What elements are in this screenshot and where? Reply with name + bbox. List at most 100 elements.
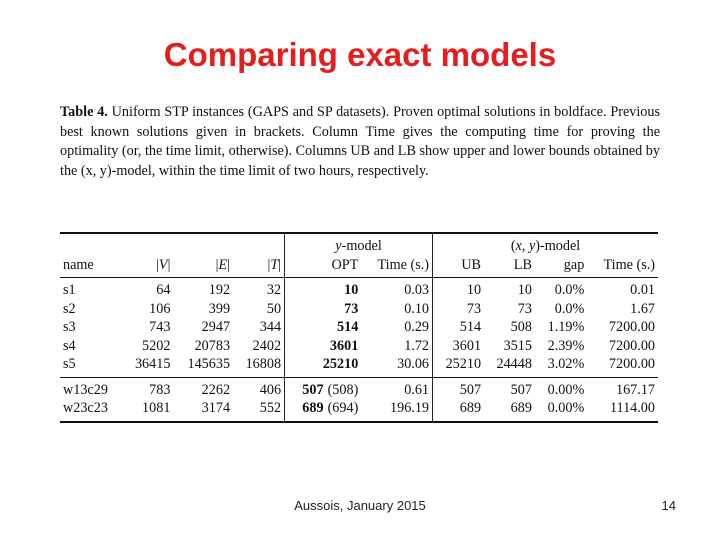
cell-e: 2262 xyxy=(201,381,231,398)
cell-t: 344 xyxy=(233,318,286,337)
cell-name: s5 xyxy=(60,355,123,378)
cell-gap: 0.0% xyxy=(554,300,585,317)
cell-e: 2947 xyxy=(201,319,231,335)
previous-best-value: (508) xyxy=(327,381,359,398)
cell-e: 192 xyxy=(208,282,231,298)
cell-lb: 508 xyxy=(510,319,532,335)
col-header-opt: OPT xyxy=(284,255,362,278)
cell-time-xy: 1.67 xyxy=(630,300,655,317)
cell-ub: 25210 xyxy=(432,355,485,378)
cell-v: 783 xyxy=(149,381,171,398)
cell-time-y: 0.61 xyxy=(361,377,434,399)
cell-lb: 689 xyxy=(484,399,535,423)
cell-ub: 3601 xyxy=(452,337,482,354)
cell-gap: 0.00% xyxy=(547,381,585,398)
opt-value: 507 xyxy=(302,381,324,398)
opt-value: 689 xyxy=(302,400,324,416)
cell-v: 5202 xyxy=(142,337,171,354)
cell-ub: 689 xyxy=(432,399,485,423)
cell-e: 3174 xyxy=(173,399,234,423)
cell-name: w13c29 xyxy=(63,381,108,398)
table-row: s4 5202 20783 2402 3601 1.72 3601 3515 2.39% 7200… xyxy=(60,336,658,355)
cell-gap: 2.39% xyxy=(547,337,585,354)
footer-text: Aussois, January 2015 xyxy=(294,498,426,513)
cell-lb: 3515 xyxy=(503,337,532,354)
cell-gap: 0.00% xyxy=(534,399,588,423)
cell-opt: 10 xyxy=(344,282,359,298)
caption-text: Uniform STP instances (GAPS and SP datas… xyxy=(60,104,660,179)
cell-t: 16808 xyxy=(233,355,286,378)
cell-time-xy: 0.01 xyxy=(630,282,655,298)
cell-gap: 0.0% xyxy=(554,282,585,298)
cell-ub: 507 xyxy=(459,381,482,398)
col-header-v: |V| xyxy=(122,255,174,278)
cell-ub: 10 xyxy=(466,282,482,298)
cell-opt: 689 (694) xyxy=(284,399,362,423)
table-caption: Table 4. Uniform STP instances (GAPS and… xyxy=(60,103,660,181)
cell-opt: 25210 xyxy=(284,355,362,378)
cell-gap: 3.02% xyxy=(534,355,588,378)
cell-t: 50 xyxy=(233,299,286,318)
cell-opt: 514 xyxy=(337,319,359,335)
caption-label: Table 4. xyxy=(60,104,108,120)
table-row: s2 106 399 50 73 0.10 73 73 0.0% 1.67 xyxy=(60,299,658,318)
cell-lb: 24448 xyxy=(484,355,535,378)
cell-v: 36415 xyxy=(122,355,174,378)
cell-t: 406 xyxy=(233,377,286,399)
col-header-gap: gap xyxy=(534,255,588,278)
cell-time-xy: 7200.00 xyxy=(608,319,655,335)
cell-v: 1081 xyxy=(122,399,174,423)
table-row: s5 36415 145635 16808 25210 30.06 25210 24448 3.… xyxy=(60,355,658,378)
slide-title: Comparing exact models xyxy=(163,36,557,73)
cell-name: s4 xyxy=(63,337,76,354)
col-header-ub: UB xyxy=(432,255,485,278)
cell-time-xy: 7200.00 xyxy=(587,355,658,378)
cell-name: s1 xyxy=(63,282,76,298)
cell-name: w23c23 xyxy=(60,399,123,423)
cell-name: s2 xyxy=(63,300,76,317)
previous-best-value: (694) xyxy=(327,400,359,416)
col-header-name: name xyxy=(60,255,123,278)
cell-gap: 1.19% xyxy=(547,319,585,335)
col-header-lb: LB xyxy=(484,255,535,278)
col-header-time-y: Time (s.) xyxy=(361,255,434,278)
cell-lb: 507 xyxy=(510,381,532,398)
cell-opt: 3601 xyxy=(329,337,359,354)
cell-time-xy: 1114.00 xyxy=(587,399,658,423)
table-row: w23c23 1081 3174 552 689 (694) 196.19 689 689 0.0… xyxy=(60,399,658,423)
results-table: y-model (x, y)-model name |V| |E| |T| OP… xyxy=(60,232,658,423)
cell-time-y: 0.10 xyxy=(361,299,434,318)
cell-v: 743 xyxy=(149,319,171,335)
col-header-time-xy: Time (s.) xyxy=(587,255,658,278)
cell-t: 2402 xyxy=(233,336,286,355)
cell-ub: 73 xyxy=(466,300,482,317)
col-header-t: |T| xyxy=(233,255,286,278)
cell-opt: 73 xyxy=(344,300,359,317)
cell-name: s3 xyxy=(63,319,76,335)
cell-lb: 10 xyxy=(517,282,532,298)
cell-ub: 514 xyxy=(459,319,482,335)
column-header-row: name |V| |E| |T| OPT Time (s.) UB LB gap… xyxy=(60,255,658,278)
cell-lb: 73 xyxy=(517,300,532,317)
group-header-row: y-model (x, y)-model xyxy=(60,232,658,256)
col-header-e: |E| xyxy=(173,255,234,278)
cell-time-y: 0.29 xyxy=(361,318,434,337)
cell-v: 64 xyxy=(156,282,171,298)
page-number: 14 xyxy=(661,498,676,513)
group-xy-model: (x, y)-model xyxy=(432,232,658,256)
cell-t: 552 xyxy=(233,399,286,423)
cell-time-y: 30.06 xyxy=(361,355,434,378)
cell-t: 32 xyxy=(233,277,286,300)
table-row: s1 64 192 32 10 0.03 10 10 0.0% 0.01 xyxy=(60,277,658,300)
cell-e: 20783 xyxy=(194,337,231,354)
cell-e: 399 xyxy=(208,300,231,317)
cell-v: 106 xyxy=(149,300,171,317)
cell-time-y: 1.72 xyxy=(361,336,434,355)
group-y-model: y-model xyxy=(284,232,434,256)
cell-e: 145635 xyxy=(173,355,234,378)
cell-time-xy: 7200.00 xyxy=(608,337,655,354)
cell-opt: 507 (508) xyxy=(285,377,362,399)
cell-time-xy: 167.17 xyxy=(615,381,655,398)
table-row: s3 743 2947 344 514 0.29 514 508 1.19% 7200.00 xyxy=(60,318,658,337)
table-row: w13c29 783 2262 406 507 (508) 0.61 507 507 0.00% 1… xyxy=(60,377,658,399)
